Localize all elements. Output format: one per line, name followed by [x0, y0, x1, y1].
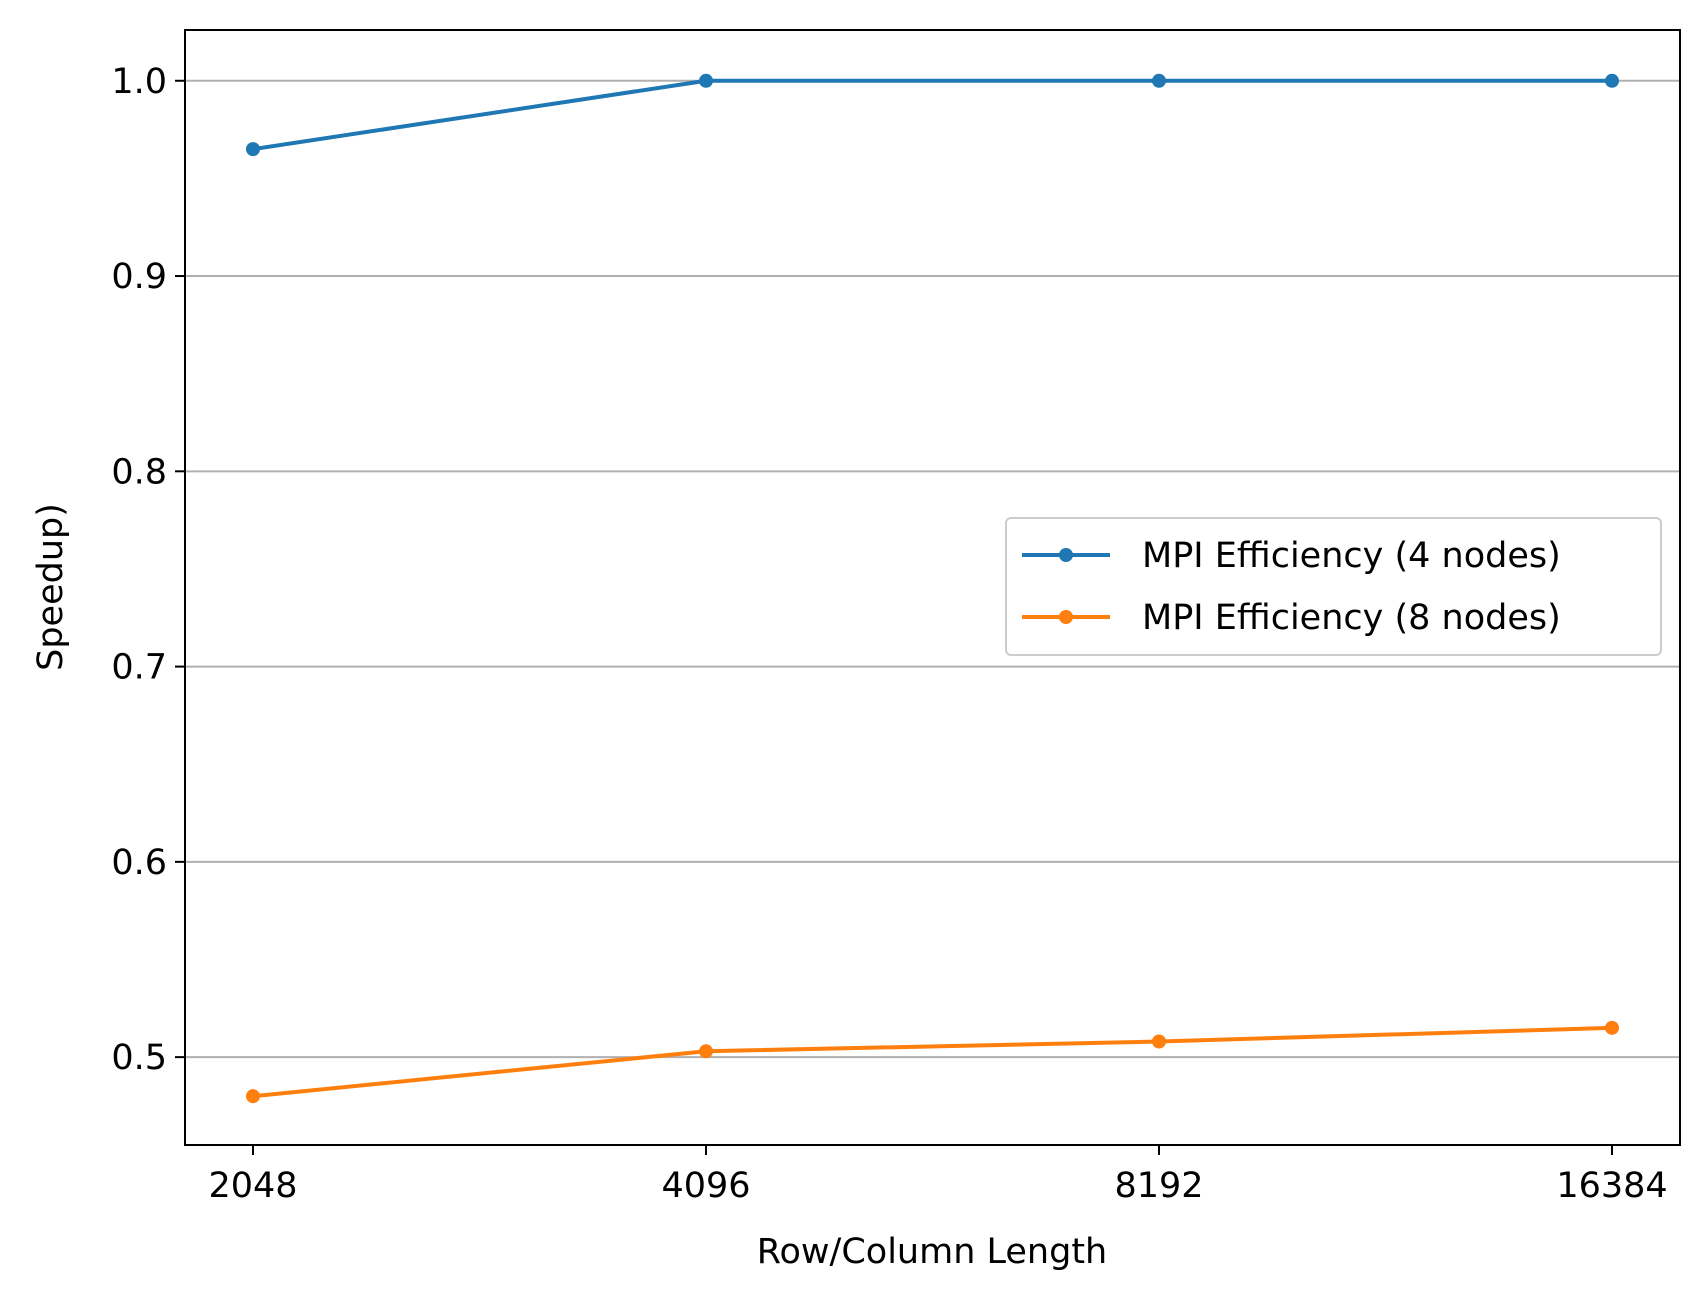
x-axis-label: Row/Column Length: [757, 1232, 1107, 1272]
data-point-series-1: [1152, 1034, 1166, 1049]
legend-frame: [1005, 517, 1662, 656]
y-tick-label: 0.7: [111, 648, 167, 688]
data-point-series-0: [1152, 73, 1166, 88]
data-point-series-1: [246, 1089, 260, 1104]
y-tick-label: 0.8: [111, 452, 167, 492]
legend-marker-4-nodes: [1059, 548, 1073, 562]
y-axis-label: Speedup): [31, 503, 71, 671]
data-point-series-0: [1605, 73, 1619, 88]
data-point-series-1: [699, 1044, 713, 1059]
x-tick-label: 2048: [208, 1166, 297, 1206]
x-tick-label: 4096: [661, 1166, 750, 1206]
legend-label-4-nodes: MPI Efficiency (4 nodes): [1142, 536, 1561, 576]
data-point-series-0: [246, 142, 260, 157]
series-line-1: [250, 1025, 1615, 1099]
x-tick-label: 16384: [1556, 1166, 1667, 1206]
y-tick-label: 0.9: [111, 257, 167, 297]
axis-ticks: 0.5 0.6 0.7 0.8 0.9 1.0 2048 4096 8192 16384: [111, 62, 1667, 1206]
plot-frame: [184, 29, 1681, 1146]
legend: MPI Efficiency (4 nodes) MPI Efficiency …: [1005, 517, 1662, 656]
y-tick-label: 0.6: [111, 843, 167, 883]
data-point-series-0: [699, 73, 713, 88]
series-layer: [246, 73, 1619, 1104]
legend-marker-8-nodes: [1059, 610, 1073, 624]
series-line-0: [250, 78, 1614, 152]
y-tick-label: 0.5: [111, 1038, 167, 1078]
legend-label-8-nodes: MPI Efficiency (8 nodes): [1142, 598, 1561, 638]
data-point-series-1: [1605, 1020, 1619, 1035]
y-tick-label: 1.0: [111, 62, 167, 102]
x-tick-label: 8192: [1114, 1166, 1203, 1206]
